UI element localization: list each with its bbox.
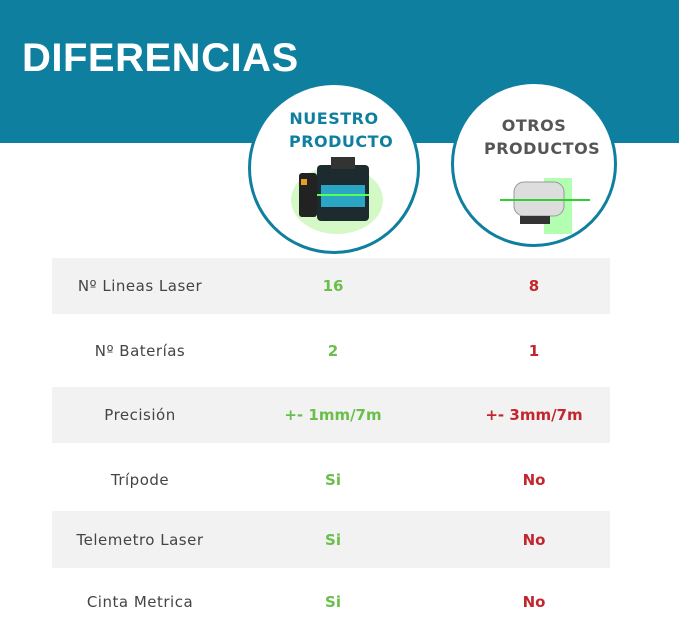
product-image: [500, 178, 590, 234]
row-label: Trípode: [110, 471, 170, 489]
our-value: Si: [325, 471, 341, 489]
page: DIFERENCIAS NUESTRO PRODUCTO OTROS PRODU…: [0, 0, 679, 611]
other-value: No: [522, 471, 546, 489]
row-label: Cinta Metrica: [86, 593, 194, 611]
our-value: Si: [325, 530, 341, 549]
row-label: Nº Baterías: [94, 342, 186, 360]
other-value: 8: [528, 277, 540, 295]
our-value: 2: [327, 342, 339, 360]
table-row: Nº Lineas Laser 16 8: [52, 258, 610, 314]
column-label: NUESTRO PRODUCTO: [289, 109, 394, 151]
other-value: No: [522, 530, 546, 549]
our-product-circle: NUESTRO PRODUCTO: [248, 82, 420, 254]
row-label: Telemetro Laser: [76, 530, 204, 549]
table-row: Precisión +- 1mm/7m +- 3mm/7m: [52, 387, 610, 443]
other-value: 1: [528, 342, 540, 360]
product-image: [291, 157, 383, 234]
other-product-circle: OTROS PRODUCTOS: [451, 81, 617, 247]
table-row: Telemetro Laser Si No: [52, 511, 610, 568]
our-value: +- 1mm/7m: [284, 406, 382, 424]
column-label: OTROS PRODUCTOS: [484, 116, 601, 158]
title: DIFERENCIAS: [22, 36, 299, 80]
table-row: Trípode Si No: [52, 450, 610, 510]
our-value: Si: [325, 593, 341, 611]
row-label: Nº Lineas Laser: [77, 277, 203, 295]
row-label: Precisión: [104, 406, 176, 424]
other-value: +- 3mm/7m: [485, 406, 583, 424]
table-row: Cinta Metrica Si No: [52, 570, 610, 634]
our-value: 16: [322, 277, 344, 295]
table-row: Nº Baterías 2 1: [52, 322, 610, 380]
other-value: No: [522, 593, 546, 611]
